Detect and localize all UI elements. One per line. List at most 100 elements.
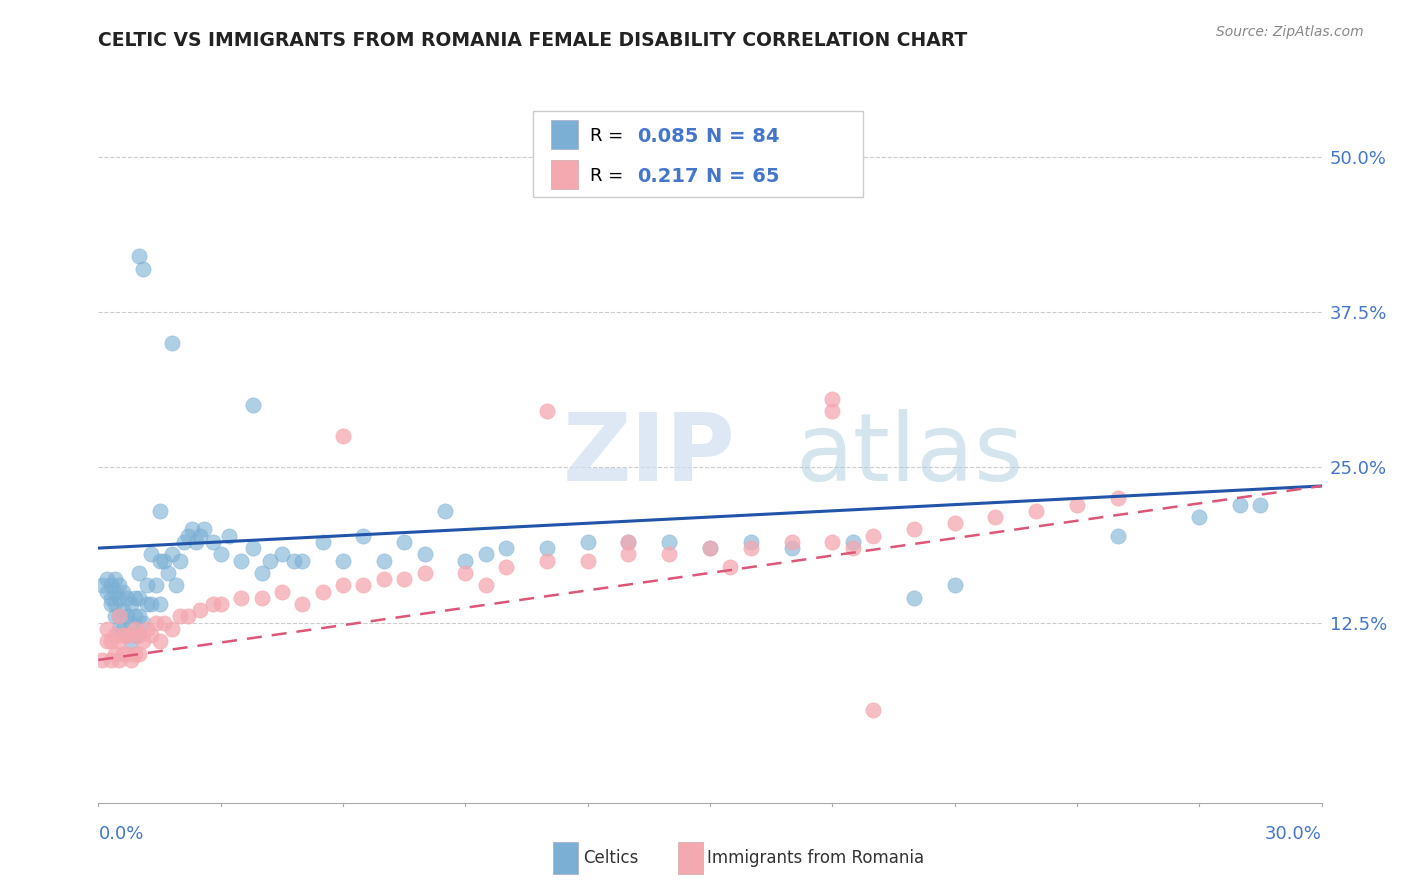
Point xyxy=(242,398,264,412)
Point xyxy=(250,591,273,605)
Point xyxy=(115,591,138,605)
Point xyxy=(181,523,204,537)
Point xyxy=(120,615,142,630)
Point xyxy=(283,553,305,567)
Point xyxy=(108,591,131,605)
Point xyxy=(720,559,742,574)
Point xyxy=(821,392,844,406)
FancyBboxPatch shape xyxy=(551,120,578,149)
Point xyxy=(699,541,721,555)
Point xyxy=(231,553,253,567)
Point xyxy=(120,597,142,611)
Point xyxy=(96,622,118,636)
Point xyxy=(124,591,146,605)
Point xyxy=(124,647,146,661)
Point xyxy=(152,615,174,630)
Point xyxy=(352,529,374,543)
Point xyxy=(201,534,224,549)
Point xyxy=(108,609,131,624)
Point xyxy=(495,559,517,574)
Text: N = 65: N = 65 xyxy=(706,167,780,186)
Point xyxy=(104,628,127,642)
Point xyxy=(141,597,163,611)
Point xyxy=(96,634,118,648)
Text: Source: ZipAtlas.com: Source: ZipAtlas.com xyxy=(1216,25,1364,39)
Point xyxy=(111,584,134,599)
Text: R =: R = xyxy=(591,168,636,186)
Text: Immigrants from Romania: Immigrants from Romania xyxy=(707,849,924,867)
Point xyxy=(100,653,122,667)
Point xyxy=(1188,510,1211,524)
Text: N = 84: N = 84 xyxy=(706,127,780,146)
Point xyxy=(104,609,127,624)
Point xyxy=(124,628,146,642)
Point xyxy=(136,578,159,592)
Point xyxy=(128,628,150,642)
Point xyxy=(104,572,127,586)
FancyBboxPatch shape xyxy=(551,160,578,189)
Point xyxy=(100,591,122,605)
Point xyxy=(120,634,142,648)
Point xyxy=(740,534,762,549)
Point xyxy=(108,622,131,636)
Point xyxy=(115,647,138,661)
Point xyxy=(862,529,884,543)
Text: CELTIC VS IMMIGRANTS FROM ROMANIA FEMALE DISABILITY CORRELATION CHART: CELTIC VS IMMIGRANTS FROM ROMANIA FEMALE… xyxy=(98,31,967,50)
Point xyxy=(169,553,191,567)
Point xyxy=(943,578,966,592)
Point xyxy=(136,622,159,636)
Point xyxy=(699,541,721,555)
Point xyxy=(576,534,599,549)
Point xyxy=(1025,504,1047,518)
Point xyxy=(352,578,374,592)
Point xyxy=(128,609,150,624)
Point xyxy=(454,566,477,580)
Point xyxy=(332,553,354,567)
Point xyxy=(312,584,335,599)
Point xyxy=(373,572,395,586)
Point xyxy=(128,591,150,605)
Point xyxy=(413,566,436,580)
Point xyxy=(841,534,863,549)
Text: atlas: atlas xyxy=(796,409,1024,501)
Point xyxy=(780,541,803,555)
Point xyxy=(152,553,174,567)
Point xyxy=(128,628,150,642)
Point xyxy=(1107,529,1129,543)
Point xyxy=(413,547,436,561)
Point xyxy=(115,609,138,624)
Point xyxy=(169,609,191,624)
FancyBboxPatch shape xyxy=(533,111,863,197)
Point xyxy=(270,584,294,599)
Point xyxy=(156,566,179,580)
Point xyxy=(145,615,167,630)
Point xyxy=(177,609,200,624)
Point xyxy=(104,647,127,661)
Point xyxy=(108,653,131,667)
Point xyxy=(160,547,183,561)
Point xyxy=(136,597,159,611)
Point xyxy=(188,603,212,617)
Point xyxy=(173,534,195,549)
Point xyxy=(231,591,253,605)
Point xyxy=(132,634,155,648)
Point xyxy=(259,553,281,567)
Point xyxy=(903,523,925,537)
Point xyxy=(104,584,127,599)
Point xyxy=(120,628,142,642)
Point xyxy=(209,547,232,561)
Point xyxy=(1107,491,1129,506)
Point xyxy=(332,429,354,443)
Point xyxy=(193,523,215,537)
Text: ZIP: ZIP xyxy=(564,409,737,501)
Point xyxy=(108,578,131,592)
Point xyxy=(984,510,1007,524)
Point xyxy=(104,597,127,611)
Point xyxy=(96,572,118,586)
Point xyxy=(128,249,150,263)
Text: Celtics: Celtics xyxy=(583,849,638,867)
Point xyxy=(115,628,138,642)
Point xyxy=(115,628,138,642)
Point xyxy=(617,547,640,561)
Point xyxy=(392,534,416,549)
